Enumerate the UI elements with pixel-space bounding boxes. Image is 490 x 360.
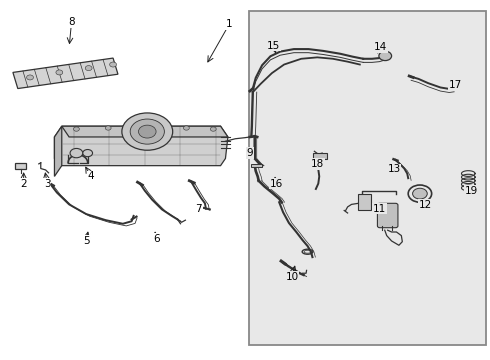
Bar [251, 163, 262, 167]
Polygon shape [54, 126, 62, 176]
Text: 9: 9 [246, 148, 253, 158]
Circle shape [85, 66, 92, 71]
FancyBboxPatch shape [377, 203, 398, 228]
Circle shape [74, 127, 79, 131]
Circle shape [130, 119, 164, 144]
Circle shape [139, 125, 156, 138]
Circle shape [56, 70, 63, 75]
Text: 5: 5 [83, 236, 90, 246]
Circle shape [183, 126, 189, 130]
Circle shape [70, 148, 83, 158]
Text: 10: 10 [285, 272, 298, 282]
Text: 3: 3 [44, 179, 50, 189]
Text: 19: 19 [465, 186, 478, 196]
Text: 15: 15 [267, 41, 280, 50]
Polygon shape [13, 58, 118, 89]
Text: 14: 14 [374, 42, 388, 52]
Text: 8: 8 [68, 17, 75, 27]
Text: 13: 13 [388, 164, 401, 174]
Text: 12: 12 [419, 200, 432, 210]
Circle shape [110, 62, 117, 67]
Text: 7: 7 [196, 204, 202, 214]
Circle shape [413, 188, 427, 199]
Circle shape [379, 51, 392, 60]
Circle shape [26, 75, 33, 80]
Bar [249, 12, 486, 345]
Bar [358, 194, 371, 211]
Text: 1: 1 [226, 19, 233, 29]
Text: 17: 17 [448, 80, 462, 90]
Circle shape [105, 126, 111, 130]
Bar [15, 163, 26, 168]
Polygon shape [62, 126, 228, 137]
Text: 18: 18 [311, 159, 324, 169]
Text: 6: 6 [153, 234, 159, 244]
Text: 16: 16 [270, 179, 283, 189]
Circle shape [210, 127, 216, 131]
Bar [314, 153, 327, 159]
Polygon shape [54, 126, 228, 166]
Text: 2: 2 [21, 179, 27, 189]
Text: 11: 11 [373, 204, 386, 214]
Circle shape [122, 113, 172, 150]
Text: 4: 4 [88, 171, 95, 181]
Circle shape [83, 149, 93, 157]
